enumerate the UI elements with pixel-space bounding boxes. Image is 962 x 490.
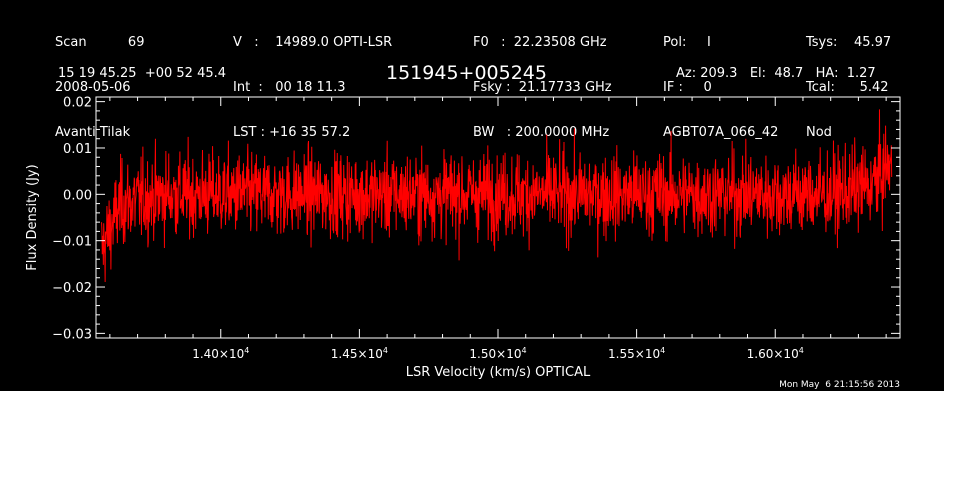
lst-value: LST : +16 35 57.2	[233, 125, 351, 140]
trace-layer	[101, 109, 893, 282]
plot-panel: Scan 69 2008-05-06 Avanti Tilak V : 1498…	[0, 0, 944, 391]
x-tick-labels: 1.40×104 1.45×104 1.50×104 1.55×104 1.60×104	[192, 346, 804, 361]
x-tick-label: 1.55×104	[608, 346, 665, 361]
header-col-frequency: F0 : 22.23508 GHz Fsky : 21.17733 GHz BW…	[473, 5, 612, 170]
x-tick-label: 1.50×104	[469, 346, 526, 361]
x-axis-label: LSR Velocity (km/s) OPTICAL	[406, 365, 591, 380]
if-number: IF : 0	[663, 80, 712, 95]
polarization: Pol: I	[663, 35, 711, 50]
tcal-value: Tcal: 5.42	[806, 80, 889, 95]
obs-date: 2008-05-06	[55, 80, 131, 95]
velocity-value: V : 14989.0 OPTI-LSR	[233, 35, 393, 50]
header-col-velocity: V : 14989.0 OPTI-LSR Int : 00 18 11.3 LS…	[233, 5, 392, 170]
az-el-ha: Az: 209.3 El: 48.7 HA: 1.27	[676, 66, 876, 81]
y-tick-label: 0.01	[63, 142, 92, 157]
bandwidth: BW : 200.0000 MHz	[473, 125, 610, 140]
header-col-pol: Pol: I IF : 0 AGBT07A_066_42	[663, 5, 778, 170]
x-tick-label: 1.40×104	[192, 346, 249, 361]
y-tick-labels: 0.02 0.01 0.00 −0.01 −0.02 −0.03	[52, 96, 92, 343]
y-tick-label: −0.01	[52, 235, 92, 250]
source-coordinates: 15 19 45.25 +00 52 45.4	[58, 66, 227, 81]
project-id: AGBT07A_066_42	[663, 125, 779, 140]
sky-frequency: Fsky : 21.17733 GHz	[473, 80, 612, 95]
rest-frequency: F0 : 22.23508 GHz	[473, 35, 607, 50]
scan-number: Scan 69	[55, 35, 145, 50]
spectrum-trace	[101, 109, 893, 282]
y-tick-label: −0.03	[52, 327, 92, 342]
ticks-layer	[96, 97, 900, 338]
y-tick-label: −0.02	[52, 281, 92, 296]
y-tick-label: 0.02	[63, 96, 92, 111]
x-tick-label: 1.45×104	[331, 346, 388, 361]
proc-mode: Nod	[806, 125, 832, 140]
plot-timestamp: Mon May 6 21:15:56 2013	[779, 380, 900, 390]
observer-name: Avanti Tilak	[55, 125, 131, 140]
x-tick-label: 1.60×104	[747, 346, 804, 361]
spectrum-chart: 1.40×104 1.45×104 1.50×104 1.55×104 1.60×104…	[25, 96, 901, 380]
tsys-value: Tsys: 45.97	[806, 35, 892, 50]
y-axis-label: Flux Density (Jy)	[25, 164, 40, 270]
source-name: 151945+005245	[386, 62, 547, 84]
header-col-scan: Scan 69 2008-05-06 Avanti Tilak	[55, 5, 144, 170]
integration-time: Int : 00 18 11.3	[233, 80, 346, 95]
y-tick-label: 0.00	[63, 188, 92, 203]
header-col-tsys: Tsys: 45.97 Tcal: 5.42 Nod	[806, 5, 891, 170]
